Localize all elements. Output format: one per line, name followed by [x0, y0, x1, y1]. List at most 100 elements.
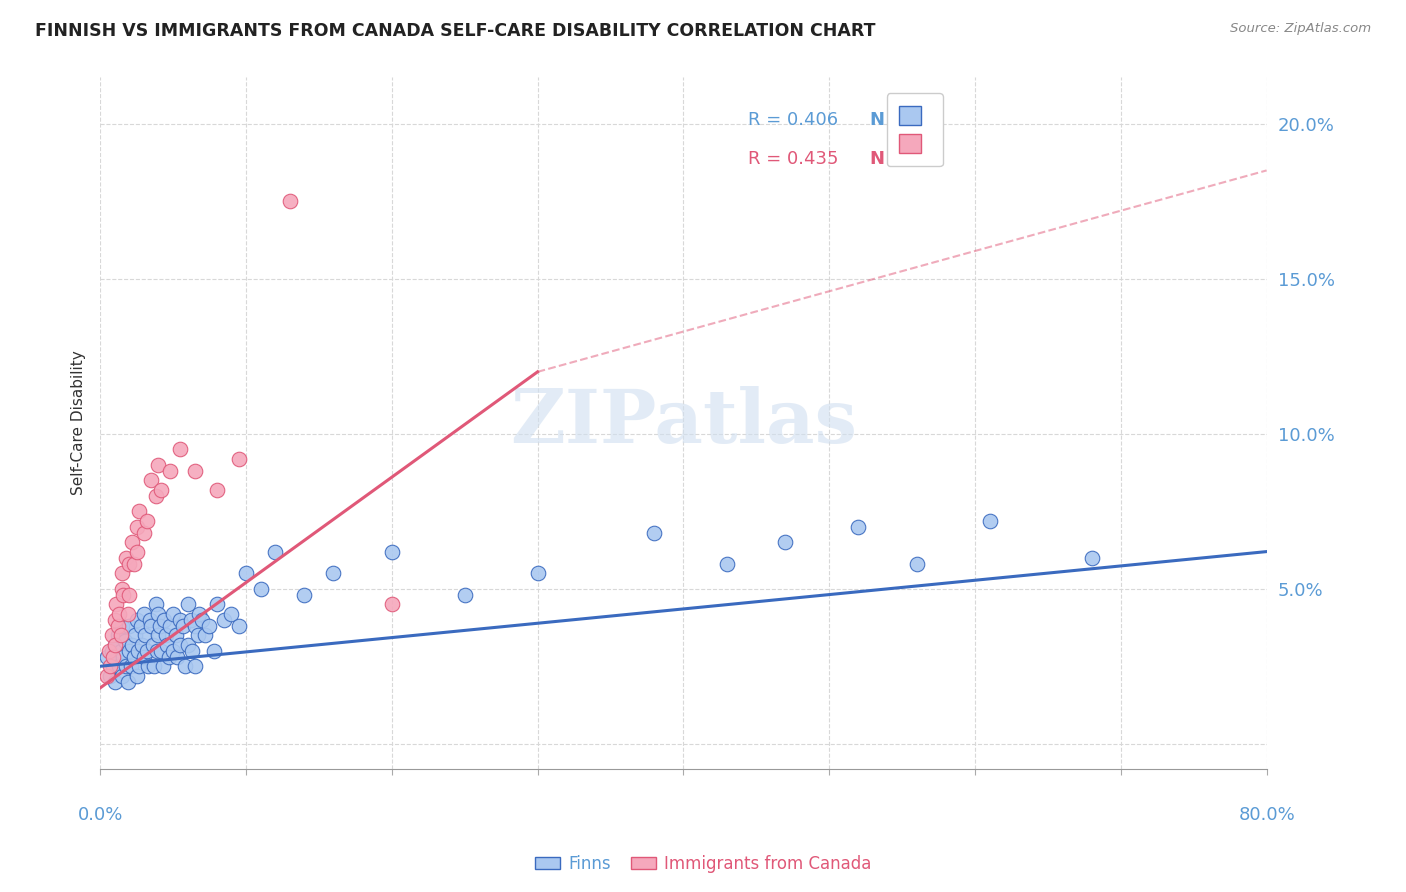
Point — [453, 588, 475, 602]
Point — [142, 638, 165, 652]
Point — [104, 674, 127, 689]
Point — [381, 544, 404, 558]
Point — [848, 520, 870, 534]
Point — [184, 619, 207, 633]
Point — [125, 544, 148, 558]
Point — [117, 674, 139, 689]
Point — [381, 597, 404, 611]
Point — [187, 628, 209, 642]
Point — [905, 557, 928, 571]
Point — [156, 638, 179, 652]
Point — [118, 619, 141, 633]
Point — [118, 557, 141, 571]
Point — [105, 597, 128, 611]
Point — [162, 644, 184, 658]
Point — [228, 451, 250, 466]
Point — [716, 557, 738, 571]
Point — [150, 644, 173, 658]
Point — [135, 514, 157, 528]
Point — [162, 607, 184, 621]
Point — [132, 526, 155, 541]
Point — [145, 597, 167, 611]
Point — [122, 557, 145, 571]
Text: R = 0.406: R = 0.406 — [748, 111, 838, 128]
Point — [141, 473, 163, 487]
Point — [120, 659, 142, 673]
Point — [121, 638, 143, 652]
Point — [96, 668, 118, 682]
Point — [165, 628, 187, 642]
Point — [128, 504, 150, 518]
Point — [98, 668, 121, 682]
Point — [159, 464, 181, 478]
Legend: Finns, Immigrants from Canada: Finns, Immigrants from Canada — [529, 848, 877, 880]
Point — [108, 659, 131, 673]
Point — [104, 638, 127, 652]
Point — [157, 649, 180, 664]
Point — [169, 613, 191, 627]
Point — [526, 566, 548, 581]
Point — [205, 483, 228, 497]
Point — [148, 607, 170, 621]
Point — [110, 644, 132, 658]
Point — [117, 607, 139, 621]
Point — [152, 659, 174, 673]
Point — [150, 483, 173, 497]
Point — [202, 644, 225, 658]
Point — [127, 644, 149, 658]
Point — [221, 607, 243, 621]
Point — [184, 659, 207, 673]
Point — [198, 619, 221, 633]
Text: N = 36: N = 36 — [870, 150, 938, 168]
Point — [212, 613, 235, 627]
Point — [205, 597, 228, 611]
Point — [125, 520, 148, 534]
Point — [104, 613, 127, 627]
Point — [97, 644, 120, 658]
Point — [153, 613, 176, 627]
Point — [264, 544, 287, 558]
Point — [132, 607, 155, 621]
Point — [775, 535, 797, 549]
Point — [172, 619, 194, 633]
Point — [184, 464, 207, 478]
Point — [979, 514, 1001, 528]
Point — [176, 597, 198, 611]
Point — [249, 582, 271, 596]
Point — [173, 659, 195, 673]
Text: R = 0.435: R = 0.435 — [748, 150, 838, 168]
Point — [176, 638, 198, 652]
Point — [111, 619, 134, 633]
Legend: , : , — [887, 94, 942, 167]
Point — [105, 653, 128, 667]
Point — [121, 535, 143, 549]
Point — [122, 649, 145, 664]
Point — [136, 659, 159, 673]
Point — [180, 613, 202, 627]
Point — [125, 613, 148, 627]
Point — [124, 628, 146, 642]
Point — [103, 649, 125, 664]
Text: ZIPatlas: ZIPatlas — [510, 386, 856, 459]
Point — [148, 628, 170, 642]
Point — [111, 582, 134, 596]
Point — [115, 659, 138, 673]
Point — [322, 566, 344, 581]
Y-axis label: Self-Care Disability: Self-Care Disability — [72, 351, 86, 495]
Point — [107, 628, 129, 642]
Point — [149, 619, 172, 633]
Point — [143, 659, 166, 673]
Point — [235, 566, 257, 581]
Point — [228, 619, 250, 633]
Point — [125, 668, 148, 682]
Point — [148, 458, 170, 472]
Point — [111, 668, 134, 682]
Point — [98, 659, 121, 673]
Point — [194, 628, 217, 642]
Point — [292, 588, 315, 602]
Point — [138, 613, 160, 627]
Point — [107, 619, 129, 633]
Point — [141, 619, 163, 633]
Text: 80.0%: 80.0% — [1239, 805, 1295, 823]
Point — [115, 550, 138, 565]
